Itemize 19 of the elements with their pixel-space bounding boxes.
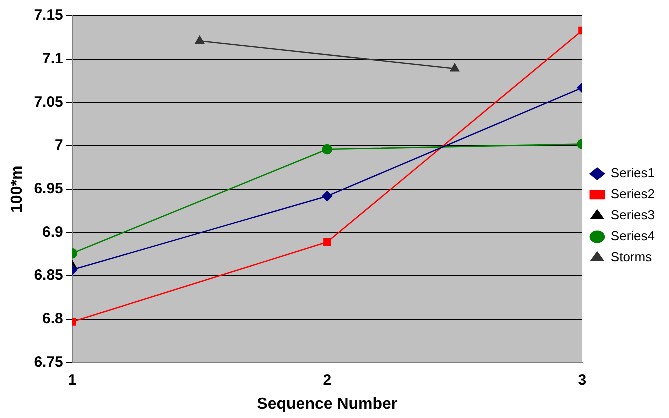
y-tick-label: 6.75 [34,354,64,371]
legend-label: Storms [610,250,653,265]
y-tick-label: 6.95 [34,180,64,198]
legend-label: Series1 [610,166,655,181]
y-tick-label: 7.05 [34,94,64,111]
legend-label: Series4 [610,228,655,244]
y-tick-label: 6.85 [34,267,64,284]
y-axis-title: 100*m [9,166,26,213]
x-tick-label: 3 [578,372,587,389]
x-tick-label: 1 [68,372,77,389]
y-tick-label: 7 [55,137,64,154]
x-axis-title: Sequence Number [257,396,398,413]
legend-label: Series2 [610,186,655,202]
x-tick-label: 2 [323,372,332,389]
y-tick-label: 6.8 [42,310,64,328]
y-tick-label: 6.9 [42,224,64,241]
legend-label: Series3 [610,208,655,223]
y-tick-label: 7.1 [42,50,64,68]
y-tick-label: 7.15 [34,7,64,24]
